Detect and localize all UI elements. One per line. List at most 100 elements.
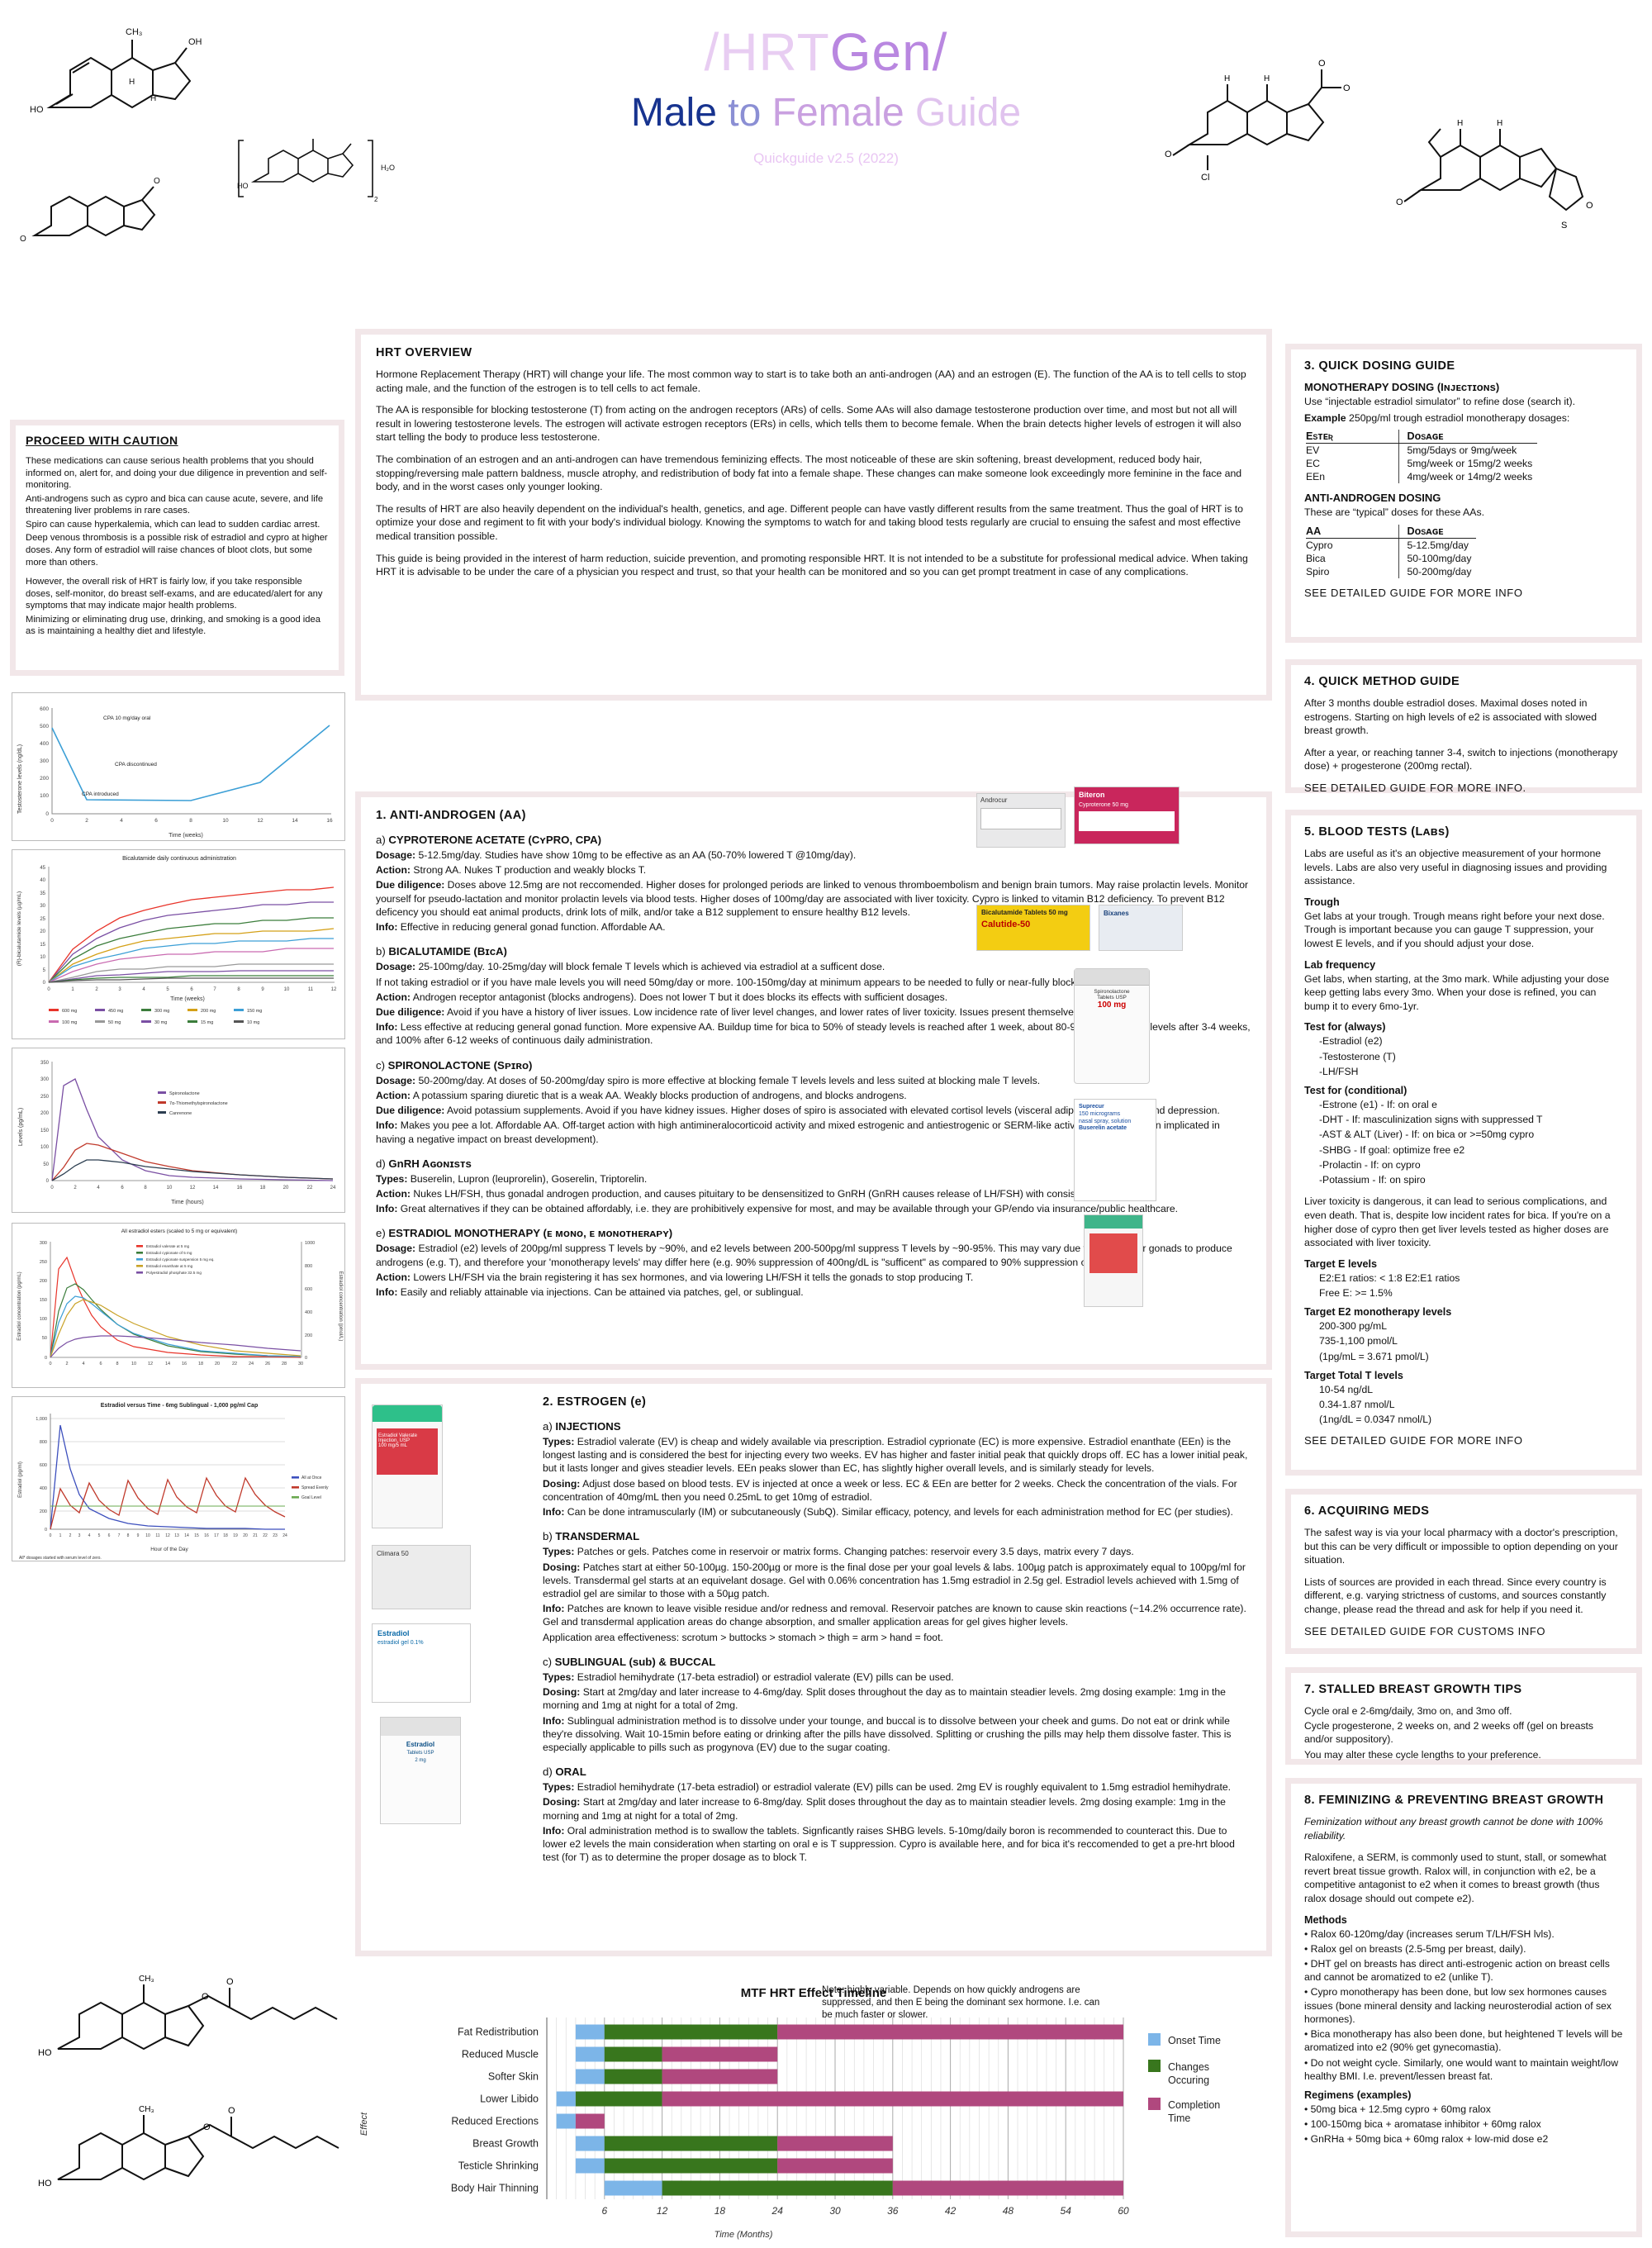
svg-text:8: 8 <box>127 1533 130 1538</box>
aa-dosing-heading: ANTI-ANDROGEN DOSING <box>1304 492 1441 505</box>
svg-text:H: H <box>1264 74 1270 83</box>
timeline-bar-changes <box>604 2136 778 2151</box>
test-always-item: -LH/FSH <box>1319 1065 1359 1077</box>
page-subtitle: Male to Female Guide <box>529 91 1123 135</box>
svg-text:3: 3 <box>118 987 121 992</box>
estrogen-heading: 2. ESTROGEN (e) <box>543 1395 647 1409</box>
svg-text:8: 8 <box>189 818 192 824</box>
svg-text:100 mg: 100 mg <box>62 1020 77 1025</box>
timeline-legend-swatch <box>1148 2060 1161 2072</box>
estrogen-drug-index: a) <box>543 1420 556 1433</box>
target-e2-heading: Target E2 monotherapy levels <box>1304 1306 1452 1319</box>
svg-text:HO: HO <box>38 2179 52 2189</box>
subtitle-male: Male <box>630 91 717 135</box>
aa-line-label: Info: <box>376 1203 398 1215</box>
timeline-bar-changes <box>604 2046 662 2062</box>
acquiring-see-guide: SEE DETAILED GUIDE FOR CUSTOMS INFO <box>1304 1624 1546 1637</box>
estrogen-drug-name: SUBLINGUAL (sub) & BUCCAL <box>554 1655 716 1668</box>
aa-line-label: Types: <box>376 1172 408 1185</box>
aa-line-label: Action: <box>376 991 411 1003</box>
chart-subl-svg: Estradiol versus Time - 6mg Sublingual -… <box>18 1403 329 1561</box>
svg-text:14: 14 <box>292 818 298 824</box>
timeline-bar-onset <box>575 2136 605 2151</box>
aa-dose-cell-key: Cypro <box>1306 539 1333 551</box>
estrogen-line-label: Types: <box>543 1546 575 1558</box>
svg-text:600: 600 <box>305 1287 312 1292</box>
svg-text:20: 20 <box>283 1186 289 1191</box>
svg-text:O: O <box>1165 150 1172 159</box>
svg-text:200: 200 <box>40 776 49 782</box>
target-t-list: 10-54 ng/dL 0.34-1.87 nmol/L (1ng/dL = 0.0… <box>1304 1383 1623 1427</box>
chart-cpa-testosterone: Testosterone levels (ng/dL) Time (weeks)… <box>12 692 345 841</box>
svg-text:10: 10 <box>40 955 45 960</box>
svg-text:O: O <box>226 1977 234 1987</box>
chart-bicalutamide: Bicalutamide daily continuous administra… <box>12 849 345 1039</box>
svg-text:7: 7 <box>118 1533 121 1538</box>
product-photo-climara-patch: Climara 50 <box>372 1545 471 1609</box>
svg-text:400: 400 <box>40 741 49 747</box>
aa-drug-line: Dosage: 25-100mg/day. 10-25mg/day will b… <box>376 961 885 973</box>
svg-text:1000: 1000 <box>305 1241 315 1246</box>
timeline-xtick: 48 <box>1003 2205 1014 2217</box>
aa-line-label: Due diligence: <box>376 879 445 891</box>
svg-text:22: 22 <box>307 1186 313 1191</box>
svg-text:2: 2 <box>374 196 378 203</box>
svg-text:2: 2 <box>85 818 88 824</box>
estrogen-drug-line: Info: Patches are known to leave visible… <box>543 1603 1246 1628</box>
aa-drug-line: If not taking estradiol or if you have m… <box>376 976 1131 988</box>
regimen-item: • GnRHa + 50mg bica + 60mg ralox + low-m… <box>1304 2133 1549 2146</box>
svg-text:16: 16 <box>182 1362 187 1366</box>
product-photo-estradiol-gel: Estradiol estradiol gel 0.1% <box>372 1623 471 1703</box>
timeline-xtick: 60 <box>1118 2205 1129 2217</box>
svg-text:16: 16 <box>204 1533 209 1538</box>
trough-text: Get labs at your trough. Trough means ri… <box>1304 910 1605 949</box>
aa-drug-line: Dosage: 50-200mg/day. At doses of 50-200… <box>376 1074 1041 1086</box>
svg-text:500: 500 <box>40 724 49 730</box>
monotherapy-line-1: Use “injectable estradiol simulator” to … <box>1304 396 1576 407</box>
svg-text:23: 23 <box>273 1533 278 1538</box>
estrogen-drug-name: TRANSDERMAL <box>555 1530 640 1543</box>
svg-text:Time (weeks): Time (weeks) <box>169 833 203 839</box>
svg-text:30: 30 <box>298 1362 303 1366</box>
svg-text:24: 24 <box>282 1533 287 1538</box>
acquiring-heading: 6. ACQUIRING MEDS <box>1304 1504 1430 1518</box>
aa-dose-cell-key: Spiro <box>1306 565 1330 577</box>
svg-text:7α-Thiomethylspironolactone: 7α-Thiomethylspironolactone <box>169 1101 228 1106</box>
svg-text:CPA discontinued: CPA discontinued <box>115 762 157 768</box>
timeline-bar-completion <box>575 2113 605 2129</box>
svg-text:35: 35 <box>40 891 45 896</box>
svg-text:6: 6 <box>99 1362 102 1366</box>
svg-text:2: 2 <box>65 1362 68 1366</box>
svg-text:OH: OH <box>188 37 202 47</box>
timeline-bar-onset <box>556 2091 576 2107</box>
estrogen-line-label: Types: <box>543 1671 575 1683</box>
svg-text:8: 8 <box>116 1362 118 1366</box>
test-always-heading: Test for (always) <box>1304 1021 1386 1034</box>
chart-esters-svg: All estradiol esters (scaled to 5 mg or … <box>17 1229 343 1366</box>
timeline-xlabel: Time (Months) <box>714 2230 773 2240</box>
svg-text:0: 0 <box>46 1179 50 1184</box>
test-conditional-item: -DHT - If: masculinization signs with su… <box>1319 1114 1543 1126</box>
poster-title-block: /HRTGen/ Male to Female Guide Quickguide… <box>529 24 1123 167</box>
aa-drug-name: CYPROTERONE ACETATE (CʏPRO, CPA) <box>388 834 601 846</box>
estrogen-drug-title: d) ORAL <box>543 1766 1251 1778</box>
stalled-line-item: Cycle oral e 2-6mg/daily, 3mo on, and 3m… <box>1304 1705 1512 1717</box>
timeline-legend-swatch <box>1148 2098 1161 2110</box>
acquiring-para-0: The safest way is via your local pharmac… <box>1304 1527 1618 1566</box>
estrogen-drug-line: Types: Estradiol valerate (EV) is cheap … <box>543 1436 1248 1475</box>
overview-heading: HRT OVERVIEW <box>376 346 472 359</box>
methods-heading: Methods <box>1304 1913 1347 1926</box>
timeline-bar-changes <box>604 2069 662 2084</box>
svg-text:22: 22 <box>232 1362 237 1366</box>
aa-line-label: Action: <box>376 864 411 877</box>
svg-text:13: 13 <box>174 1533 179 1538</box>
svg-text:O: O <box>20 235 26 244</box>
svg-text:19: 19 <box>233 1533 238 1538</box>
chart-spiro-svg: Levels (pg/mL) Time (hours) 350300250200… <box>18 1061 336 1205</box>
svg-text:200: 200 <box>40 1509 47 1514</box>
product-photo-suprecur: Suprecur 150 micrograms nasal spray, solut… <box>1074 1099 1156 1201</box>
svg-text:15: 15 <box>194 1533 199 1538</box>
timeline-xtick: 24 <box>771 2205 784 2217</box>
aa-dosage-col-header: Dᴏѕᴀɢᴇ <box>1398 524 1477 539</box>
svg-text:Estradiol versus Time - 6mg Su: Estradiol versus Time - 6mg Sublingual -… <box>101 1403 258 1409</box>
